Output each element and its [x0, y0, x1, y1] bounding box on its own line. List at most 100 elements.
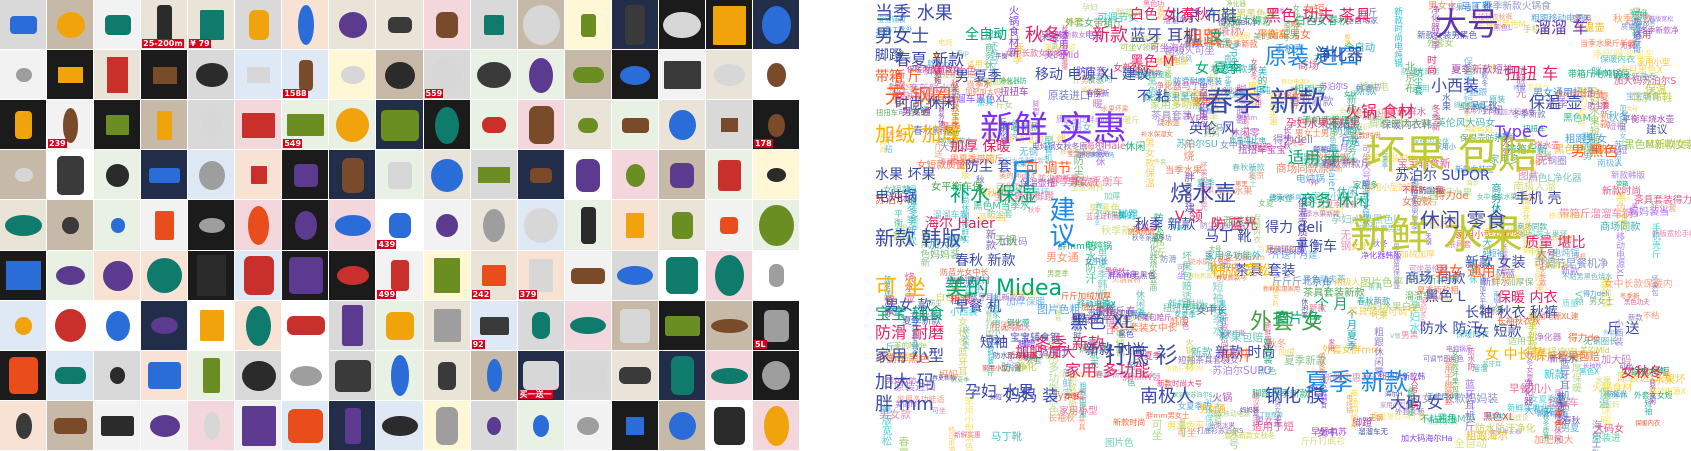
- cloud-filler-word: 北京: [1049, 36, 1058, 49]
- cloud-filler-word: 火锅: [1212, 393, 1233, 404]
- cloud-word: 男女士: [875, 26, 929, 47]
- cloud-word: 女 中长款: [1485, 347, 1546, 363]
- cloud-filler-word: 扭扭车: [1548, 397, 1579, 409]
- product-shape: [341, 158, 365, 193]
- cloud-filler-word: 小西装: [1612, 319, 1623, 347]
- cloud-filler-word: 斤斤斤北京布: [1272, 277, 1332, 288]
- cloud-filler-word: 移动电源: [1156, 56, 1189, 66]
- cloud-filler-word: 短袖: [1313, 145, 1328, 154]
- cloud-filler-word: 质量堪比: [1426, 295, 1451, 302]
- cloud-filler-word: 防水防: [1289, 86, 1299, 109]
- cloud-filler-word: 女中长款水果坏: [1477, 193, 1524, 201]
- product-thumbnail: [423, 100, 470, 150]
- cloud-filler-word: 带箱斤新: [1506, 144, 1548, 156]
- cloud-filler-word: 春秋新款当季: [1188, 273, 1225, 280]
- cloud-word: 春夏 新款: [895, 50, 965, 69]
- cloud-filler-word: 黑色L: [1145, 77, 1156, 101]
- cloud-filler-word: 早餐机黑色M: [1477, 19, 1526, 29]
- product-shape: [436, 214, 458, 237]
- cloud-filler-word: 粗跟男女: [1565, 133, 1607, 145]
- product-thumbnail: [329, 150, 376, 200]
- cloud-filler-word: 男女款保温: [1142, 138, 1154, 188]
- cloud-filler-word: 斤斤打底衫: [1301, 437, 1345, 447]
- cloud-filler-word: 男夏季: [1047, 269, 1069, 278]
- product-thumbnail: [517, 100, 564, 150]
- product-thumbnail: [517, 0, 564, 50]
- product-shape: [248, 206, 270, 245]
- product-shape: [105, 310, 130, 341]
- cloud-filler-word: 图片色平: [1360, 276, 1404, 289]
- cloud-filler-word: 扭扭车韩版宽松: [1125, 71, 1172, 79]
- price-tag: 242: [471, 289, 491, 299]
- cloud-filler-word: 大号: [887, 129, 904, 139]
- cloud-filler-word: 黑色: [1118, 330, 1134, 339]
- cloud-filler-word: 扭扭车男夏季: [1163, 304, 1218, 314]
- product-shape: [759, 205, 794, 246]
- cloud-filler-word: 全自动: [1344, 42, 1376, 54]
- cloud-filler-word: 坏果: [1513, 85, 1526, 92]
- cloud-filler-word: 孕妇水果: [1432, 188, 1473, 199]
- product-shape: [298, 59, 314, 91]
- cloud-filler-word: 宝宝辅食新: [1397, 157, 1451, 170]
- product-shape: [247, 67, 271, 84]
- cloud-filler-word: 当季水果商: [1257, 244, 1295, 253]
- product-thumbnail: [611, 200, 658, 250]
- cloud-filler-word: 溜溜车商务休闲: [1553, 389, 1563, 443]
- cloud-filler-word: 女夏季: [1174, 310, 1196, 319]
- product-shape: [621, 117, 649, 133]
- product-thumbnail: [423, 300, 470, 350]
- cloud-filler-word: 妈妈装: [1240, 406, 1260, 414]
- cloud-filler-word: 大号: [1537, 249, 1557, 260]
- cloud-filler-word: 休闲零食质量: [1555, 89, 1604, 99]
- cloud-filler-word: 脚蹬: [1018, 340, 1036, 350]
- cloud-filler-word: 溜溜车: [1313, 146, 1332, 153]
- cloud-filler-word: 火锅食材黑: [1625, 20, 1656, 27]
- product-shape: [388, 213, 412, 238]
- cloud-filler-word: 女中长: [1494, 132, 1515, 140]
- cloud-filler-word: 马丁靴外: [885, 26, 913, 34]
- cloud-filler-word: 斤烧: [1181, 139, 1195, 161]
- cloud-filler-word: 加厚保暖火锅: [882, 275, 891, 315]
- cloud-filler-word: 可调节图片色: [1423, 355, 1464, 363]
- cloud-filler-word: 春秋新款: [1357, 296, 1391, 306]
- cloud-filler-word: 防尘套加绒加厚: [1060, 371, 1105, 378]
- cloud-filler-word: 粗跟茶: [990, 321, 1022, 333]
- cloud-filler-word: 粗跟海尔: [1466, 430, 1508, 442]
- product-thumbnail: [376, 300, 423, 350]
- cloud-filler-word: Type: [1185, 112, 1208, 123]
- cloud-filler-word: 海尔Haie: [1085, 141, 1126, 152]
- cloud-filler-word: 孕妇: [1082, 3, 1098, 12]
- cloud-filler-word: 溜溜车无: [1358, 427, 1388, 436]
- cloud-filler-word: 大号: [1417, 194, 1439, 207]
- product-shape: [287, 316, 325, 336]
- price-tag: 439: [377, 239, 397, 249]
- cloud-filler-word: 胖mm: [1236, 113, 1258, 122]
- cloud-word: 防水 防汗: [1420, 321, 1481, 337]
- cloud-filler-word: 移动电源XL: [1614, 232, 1624, 280]
- product-shape: [713, 63, 746, 87]
- cloud-word: 水果 坏果: [875, 167, 936, 183]
- cloud-filler-word: 外套女新: [1395, 407, 1425, 416]
- cloud-filler-word: 质量: [1562, 298, 1579, 308]
- product-thumbnail: [47, 0, 94, 50]
- cloud-filler-word: 男女士: [1255, 417, 1283, 427]
- cloud-filler-word: 秋季: [1028, 206, 1041, 214]
- cloud-filler-word: 原装进口黑: [1617, 371, 1672, 384]
- cloud-filler-word: 得力deli水: [1300, 153, 1350, 165]
- cloud-filler-word: 夏季新款: [902, 316, 942, 327]
- cloud-filler-word: 海尔: [1466, 179, 1479, 187]
- cloud-filler-word: 蓝牙耳机: [1464, 64, 1498, 74]
- cloud-filler-word: 粗跟: [1254, 143, 1272, 153]
- cloud-filler-word: 黑色M: [1105, 267, 1125, 275]
- cloud-filler-word: 黑色: [1258, 366, 1277, 377]
- cloud-filler-word: 长袖秋衣秋: [1497, 317, 1541, 327]
- cloud-filler-word: 外套女: [1603, 330, 1622, 337]
- product-thumbnail: [752, 50, 799, 100]
- cloud-filler-word: 黑色: [1130, 309, 1147, 319]
- cloud-filler-word: 新款: [1309, 304, 1327, 314]
- cloud-filler-word: 新鲜水果男夏季: [1410, 178, 1420, 231]
- word-cloud: 宝宝辅食 休闲零食 女夏季长袖 秋季新款女 新款时 秋季新款质量堪 得力de 春季新款 个月夏季…: [875, 0, 1691, 451]
- product-thumbnail: [611, 100, 658, 150]
- cloud-filler-word: 女秋冬: [1250, 58, 1260, 80]
- cloud-filler-word: 不粘短: [933, 62, 943, 85]
